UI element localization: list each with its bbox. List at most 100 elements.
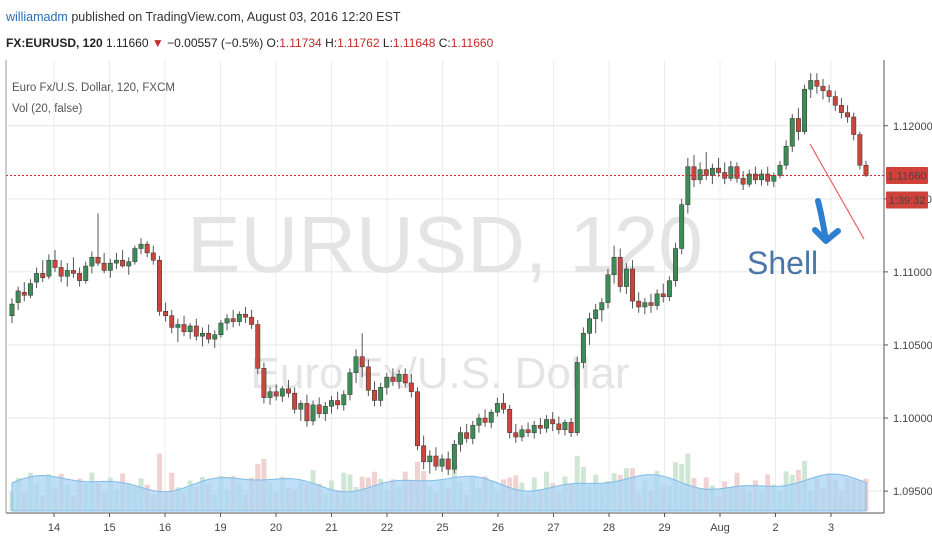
low-label: L: [382,36,393,50]
annotation-text[interactable]: Shell [747,245,818,281]
axes [5,60,885,514]
candle-body [396,373,402,382]
candle-body [537,425,543,429]
price-tick-label: 1.10000 [893,413,932,425]
candle-body [494,403,500,413]
candle-body [359,356,365,368]
watermark: EURUSD, 120 Euro Fx/U.S. Dollar [187,200,703,398]
drawing-annotation[interactable]: Shell [747,143,865,281]
candle-body [691,166,697,181]
candle-body [310,404,316,422]
candle-body [378,387,384,401]
volume-ma-area [11,473,867,512]
time-axis[interactable]: 14 15 16 19 20 21 22 25 26 27 28 29 Aug 2 3 [48,513,834,534]
candle-body [316,404,322,414]
candlestick-chart[interactable]: EURUSD, 120 Euro Fx/U.S. Dollar Shell 1.… [0,60,932,550]
symbol-label[interactable]: FX:EURUSD, 120 [6,36,103,50]
quote-line: FX:EURUSD, 120 1.11660 ▼ −0.00557 (−0.5%… [6,36,493,50]
candle-body [673,248,678,281]
author-link[interactable]: williamadm [6,10,68,24]
candle-body [783,145,789,166]
close-value: 1.11660 [450,36,494,50]
candle-body [322,406,328,414]
legend: Euro Fx/U.S. Dollar, 120, FXCM Vol (20, … [12,82,175,115]
price-tag-bg [886,166,928,184]
open-label: O: [266,36,280,50]
low-value: 1.11648 [392,36,436,50]
candle-body [580,333,586,363]
candle-body [679,204,685,249]
candle-body [89,257,95,267]
candle-body [9,303,15,316]
publish-line: williamadm published on TradingView.com,… [6,10,400,24]
candle-body [40,273,46,278]
candle-body [126,261,132,267]
candle-body [636,300,642,308]
time-tick-label: 25 [436,522,448,534]
time-tick-label: 26 [492,522,504,534]
candle-body [83,265,89,281]
candle-body [623,268,629,287]
candle-body [138,243,144,249]
candle-body [550,419,556,425]
candle-body [531,425,537,433]
watermark-description: Euro Fx/U.S. Dollar [251,349,630,398]
candle-body [415,391,420,447]
candle-body [660,293,666,297]
candle-body [206,333,212,340]
candle-body [642,302,648,308]
candle-body [384,376,390,388]
trend-line[interactable] [809,143,865,240]
candle-body [372,390,377,401]
candle-body [599,302,605,311]
time-tick-label: 19 [214,522,226,534]
candle-body [193,325,199,337]
countdown-bg [886,191,928,209]
candle-body [390,376,396,382]
volume-bar [685,453,691,511]
time-tick-label: 22 [381,522,393,534]
candle-body [365,366,371,391]
candle-body [298,403,304,410]
time-tick-label: 29 [658,522,670,534]
candle-body [513,432,519,438]
candle-body [304,403,310,422]
candle-body [243,314,248,318]
candle-body [605,274,611,303]
time-tick-label: Aug [710,522,730,534]
candle-body [157,259,162,312]
time-tick-label: 21 [325,522,337,534]
legend-indicator: Vol (20, false) [12,103,82,115]
candle-body [857,134,863,166]
candle-body [544,419,549,429]
high-value: 1.11762 [337,36,380,50]
volume-pane [9,453,869,512]
time-tick-label: 3 [828,522,834,534]
candle-body [353,356,359,373]
open-value: 1.11734 [279,36,322,50]
candle-body [746,173,752,185]
candle-body [132,248,138,262]
candle-body [187,325,193,333]
candle-body [648,302,654,306]
candle-body [261,368,267,398]
candle-body [255,324,261,369]
candle-body [851,116,857,135]
price-tick-label: 1.09500 [893,486,932,498]
candle-body [292,392,298,410]
candle-body [814,80,820,87]
candle-body [101,262,107,271]
candle-body [224,318,230,324]
candle-body [286,388,291,394]
candle-body [273,391,279,397]
price-tick-label: 1.12000 [893,121,932,133]
arrow-icon[interactable] [812,198,841,244]
candle-body [46,259,52,277]
candle-body [507,408,513,433]
candle-body [458,432,463,445]
candle-body [236,314,242,322]
candle-body [617,257,623,287]
candle-body [789,118,795,147]
change-value: −0.00557 (−0.5%) [167,36,264,50]
candle-body [95,257,101,264]
